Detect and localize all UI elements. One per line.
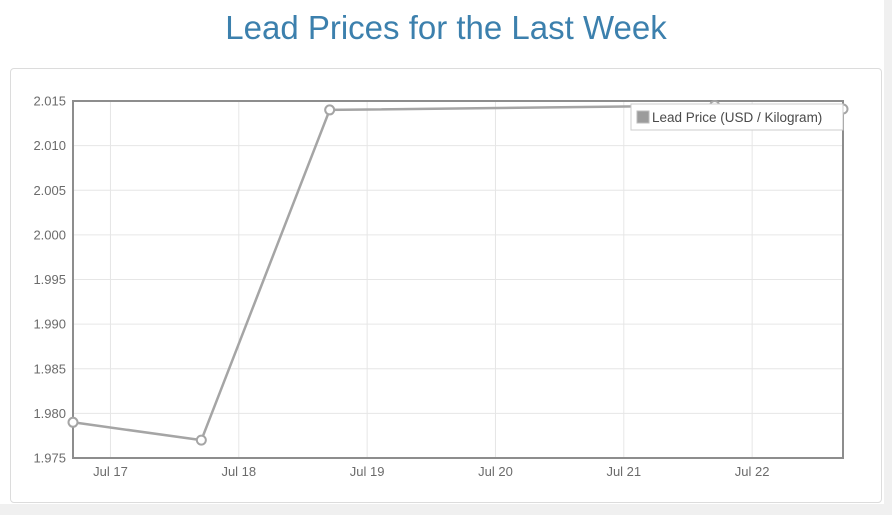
legend-series-marker-icon xyxy=(636,110,650,124)
page-background-bottom-strip xyxy=(0,504,892,515)
x-tick-label: Jul 22 xyxy=(735,464,770,479)
legend-box xyxy=(630,103,844,131)
data-point-marker xyxy=(195,434,207,446)
y-tick-label: 1.980 xyxy=(33,406,66,421)
x-tick-label: Jul 17 xyxy=(93,464,128,479)
plot-border xyxy=(72,100,844,459)
x-tick-label: Jul 19 xyxy=(350,464,385,479)
chart-card: Jul 17 Jul 18 Jul 19 Jul 20 Jul 21 Jul 22 1.97… xyxy=(10,68,882,503)
x-tick-label: Jul 21 xyxy=(606,464,641,479)
y-tick-label: 1.990 xyxy=(33,317,66,332)
y-tick-label: 1.975 xyxy=(33,451,66,466)
y-tick-label: 2.005 xyxy=(33,183,66,198)
y-tick-label: 1.985 xyxy=(33,361,66,376)
page-title: Lead Prices for the Last Week xyxy=(225,9,667,46)
lead-price-line-chart: Jul 17 Jul 18 Jul 19 Jul 20 Jul 21 Jul 22 1.97… xyxy=(33,94,849,479)
price-line xyxy=(72,104,844,442)
y-tick-label: 2.000 xyxy=(33,227,66,242)
legend-series-label: Lead Price (USD / Kilogram) xyxy=(652,110,822,125)
x-tick-label: Jul 20 xyxy=(478,464,513,479)
page-background-right-strip xyxy=(884,0,892,515)
x-tick-label: Jul 18 xyxy=(221,464,256,479)
y-tick-label: 2.015 xyxy=(33,94,66,109)
data-point-marker xyxy=(324,104,336,116)
y-tick-label: 2.010 xyxy=(33,138,66,153)
data-point-marker xyxy=(67,416,79,428)
y-tick-label: 1.995 xyxy=(33,272,66,287)
